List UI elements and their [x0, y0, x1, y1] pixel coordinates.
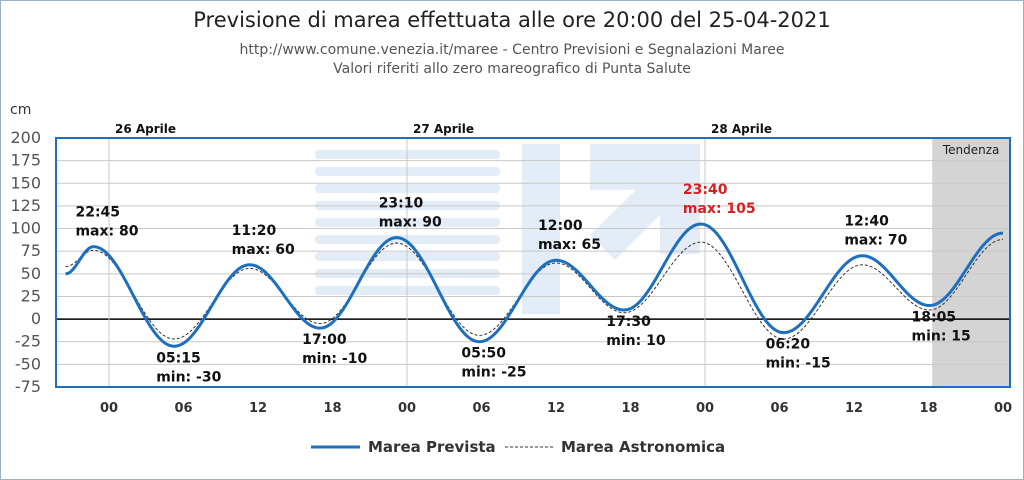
annotation-value: min: -15: [766, 356, 831, 372]
x-tick-label: 06: [770, 401, 788, 416]
y-tick-label: 0: [31, 309, 41, 328]
plot-frame: [55, 137, 1011, 388]
annotation-time: 12:40: [844, 214, 889, 230]
x-tick-label: 12: [547, 401, 565, 416]
annotation-time: 17:00: [302, 332, 347, 348]
y-tick-label: 100: [10, 219, 41, 238]
annotation-time: 05:15: [156, 350, 201, 366]
day-label: 26 Aprile: [115, 122, 176, 136]
annotation-value: min: 10: [606, 333, 666, 349]
series-prevista: [65, 222, 1004, 348]
tendenza-label: Tendenza: [942, 143, 1000, 157]
annotation-value: max: 70: [844, 233, 907, 249]
x-tick-label: 00: [696, 401, 714, 416]
annotation-time: 22:45: [75, 205, 120, 221]
y-tick-label: -75: [15, 377, 41, 396]
annotation-value: min: -30: [156, 369, 221, 385]
day-label: 27 Aprile: [413, 122, 474, 136]
annotation-time: 05:50: [461, 346, 506, 362]
series-astronomica: [65, 238, 1004, 340]
y-tick-label: 200: [10, 128, 41, 147]
watermark-arrow: [590, 144, 700, 260]
x-tick-label: 00: [398, 401, 416, 416]
x-tick-label: 18: [919, 401, 937, 416]
legend-label-astronomica: Marea Astronomica: [561, 438, 725, 456]
annotation-value: min: 15: [911, 329, 970, 345]
x-tick-label: 12: [845, 401, 863, 416]
annotation-time: 18:05: [911, 310, 956, 326]
annotation-time: 17:30: [606, 314, 651, 330]
x-tick-label: 18: [621, 401, 639, 416]
annotation-value: max: 80: [75, 224, 138, 240]
source-line: http://www.comune.venezia.it/maree - Cen…: [239, 42, 785, 58]
annotation-value: max: 65: [538, 237, 601, 253]
annotation-time: 06:20: [766, 337, 811, 353]
day-label: 28 Aprile: [711, 122, 772, 136]
x-tick-label: 18: [323, 401, 341, 416]
y-tick-label: 25: [21, 286, 41, 305]
annotation-value: min: -25: [461, 365, 526, 381]
annotation-time: 12:00: [538, 218, 583, 234]
y-axis-label: cm: [10, 102, 32, 118]
x-tick-label: 06: [472, 401, 490, 416]
y-tick-label: 125: [10, 196, 41, 215]
annotation-value: max: 60: [232, 242, 295, 258]
y-tick-label: -50: [15, 354, 41, 373]
x-tick-label: 06: [174, 401, 192, 416]
annotation-value: max: 90: [379, 215, 442, 231]
y-tick-label: 150: [10, 173, 41, 192]
x-tick-label: 00: [994, 401, 1012, 416]
legend-label-prevista: Marea Prevista: [368, 438, 496, 456]
y-tick-label: 75: [21, 241, 41, 260]
reference-line: Valori riferiti allo zero mareografico d…: [333, 61, 691, 77]
y-tick-label: 175: [10, 151, 41, 170]
chart-title: Previsione di marea effettuata alle ore …: [193, 8, 831, 32]
x-tick-label: 00: [100, 401, 118, 416]
annotation-value: max: 105: [683, 201, 756, 217]
annotation-time: 11:20: [232, 223, 277, 239]
annotation-value: min: -10: [302, 351, 367, 367]
y-tick-label: -25: [15, 332, 41, 351]
annotation-time: 23:10: [379, 196, 424, 212]
y-tick-label: 50: [21, 264, 41, 283]
x-tick-label: 12: [249, 401, 267, 416]
annotation-time: 23:40: [683, 182, 728, 198]
